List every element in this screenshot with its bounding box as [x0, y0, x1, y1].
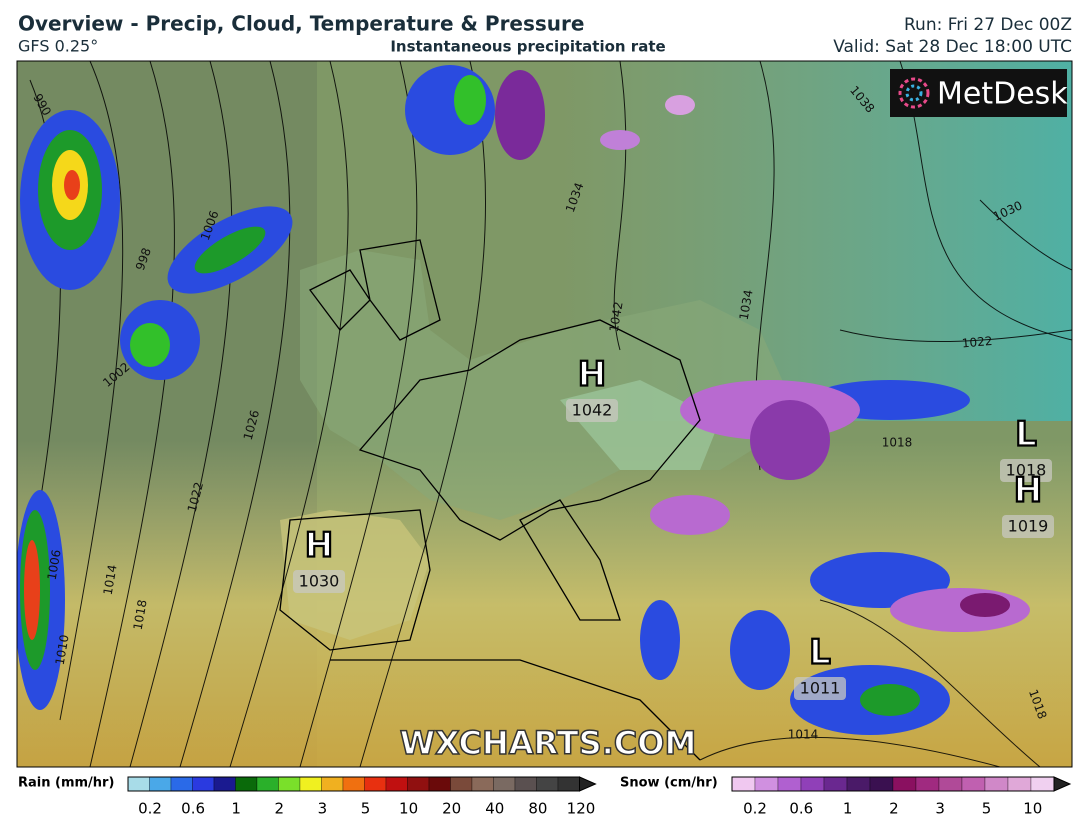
colorbar-swatch	[407, 776, 430, 792]
isobar-label: 1034	[737, 289, 756, 322]
colorbar-tick: 2	[275, 800, 285, 818]
colorbar-swatch	[938, 776, 963, 792]
center-value-bg	[293, 570, 345, 593]
colorbar-swatch	[213, 776, 236, 792]
colorbar-tick: 0.6	[181, 800, 205, 818]
legend: 0.2 0.6 1 2 3 5 10 20 40 80 120 0.2 0.6 1 2 3 5 10	[127, 776, 1072, 818]
isobar-label: 1018	[882, 436, 913, 450]
colorbar-frame	[127, 776, 580, 792]
colorbar-swatch	[869, 776, 894, 792]
colorbar-swatch	[1007, 776, 1032, 792]
colorbar-swatch	[299, 776, 322, 792]
colorbar-swatch	[364, 776, 387, 792]
isobar-label: 1042	[607, 301, 626, 334]
colorbar-frame	[731, 776, 1055, 792]
center-symbol: H	[578, 355, 606, 395]
title: Overview - Precip, Cloud, Temperature & …	[18, 12, 584, 36]
center-symbol: H	[305, 526, 333, 566]
colorbar-swatch	[557, 776, 580, 792]
center-value: 1018	[1006, 461, 1047, 480]
colorbar-swatch	[536, 776, 559, 792]
colorbar-swatch	[127, 776, 150, 792]
colorbar-swatch	[892, 776, 917, 792]
colorbar-swatch	[170, 776, 193, 792]
colorbar-swatch	[493, 776, 516, 792]
isobar-label: 1022	[961, 334, 993, 351]
center-value: 1011	[800, 679, 841, 698]
colorbar-arrow	[1053, 776, 1072, 792]
isobar-label: 1014	[101, 564, 120, 597]
colorbar-tick: 80	[528, 800, 547, 818]
colorbar-swatch	[256, 776, 279, 792]
colorbar-tick: 2	[889, 800, 899, 818]
subtitle: Instantaneous precipitation rate	[390, 38, 665, 56]
colorbar-swatch	[471, 776, 494, 792]
center-value-bg	[566, 399, 618, 422]
watermark: WXCHARTS.COM	[400, 724, 697, 762]
center-symbol: L	[809, 633, 831, 673]
snow-legend-label: Snow (cm/hr)	[620, 776, 718, 791]
colorbar-tick: 3	[318, 800, 328, 818]
colorbar-tick: 10	[399, 800, 418, 818]
colorbar-swatch	[192, 776, 215, 792]
colorbar-tick: 20	[442, 800, 461, 818]
colorbar-swatch	[235, 776, 258, 792]
logo-mark	[898, 77, 930, 109]
map-frame	[16, 60, 1073, 768]
snow-areas	[495, 70, 1030, 632]
colorbar-tick: 40	[485, 800, 504, 818]
map	[17, 61, 1072, 767]
colorbar-swatch	[1030, 776, 1055, 792]
colorbar-tick: 0.2	[138, 800, 162, 818]
center-value: 1019	[1008, 517, 1049, 536]
valid-time: Valid: Sat 28 Dec 18:00 UTC	[833, 37, 1072, 57]
colorbar-tick: 0.2	[743, 800, 767, 818]
colorbar-tick: 1	[843, 800, 853, 818]
model: GFS 0.25°	[18, 37, 98, 56]
colorbar-tick: 5	[361, 800, 371, 818]
colorbar-swatch	[278, 776, 301, 792]
coastlines	[279, 239, 701, 761]
colorbar-swatch	[984, 776, 1009, 792]
colorbar-swatch	[342, 776, 365, 792]
colorbar-swatch	[800, 776, 825, 792]
isobar-label: 1010	[53, 634, 72, 667]
center-value-bg	[1002, 515, 1054, 538]
colorbar-swatch	[823, 776, 848, 792]
run-time: Run: Fri 27 Dec 00Z	[904, 15, 1072, 35]
colorbar-swatch	[428, 776, 451, 792]
center-value-bg	[794, 677, 846, 700]
colorbar-tick: 0.6	[789, 800, 813, 818]
colorbar-tick: 5	[982, 800, 992, 818]
isobar-label: 1018	[131, 599, 150, 632]
center-symbol: H	[1014, 471, 1042, 511]
colorbar-swatch	[149, 776, 172, 792]
center-symbol: L	[1015, 415, 1037, 455]
rain-legend-label: Rain (mm/hr)	[18, 776, 114, 791]
colorbar-swatch	[777, 776, 802, 792]
colorbar-tick: 3	[935, 800, 945, 818]
colorbar-arrow	[579, 776, 597, 792]
colorbar-swatch	[915, 776, 940, 792]
colorbar-swatch	[450, 776, 473, 792]
logo: MetDesk	[937, 77, 1068, 112]
isobar-label: 1014	[788, 728, 819, 742]
colorbar-swatch	[385, 776, 408, 792]
colorbar-swatch	[846, 776, 871, 792]
colorbar-tick: 1	[231, 800, 241, 818]
colorbar-tick: 10	[1023, 800, 1042, 818]
colorbar-swatch	[514, 776, 537, 792]
center-value: 1030	[299, 572, 340, 591]
colorbar-swatch	[321, 776, 344, 792]
center-value-bg	[1000, 459, 1052, 482]
colorbar-swatch	[754, 776, 779, 792]
colorbar-tick: 120	[567, 800, 596, 818]
colorbar-swatch	[961, 776, 986, 792]
center-value: 1042	[572, 401, 613, 420]
colorbar-swatch	[731, 776, 756, 792]
isobar-label: 1006	[45, 549, 64, 582]
